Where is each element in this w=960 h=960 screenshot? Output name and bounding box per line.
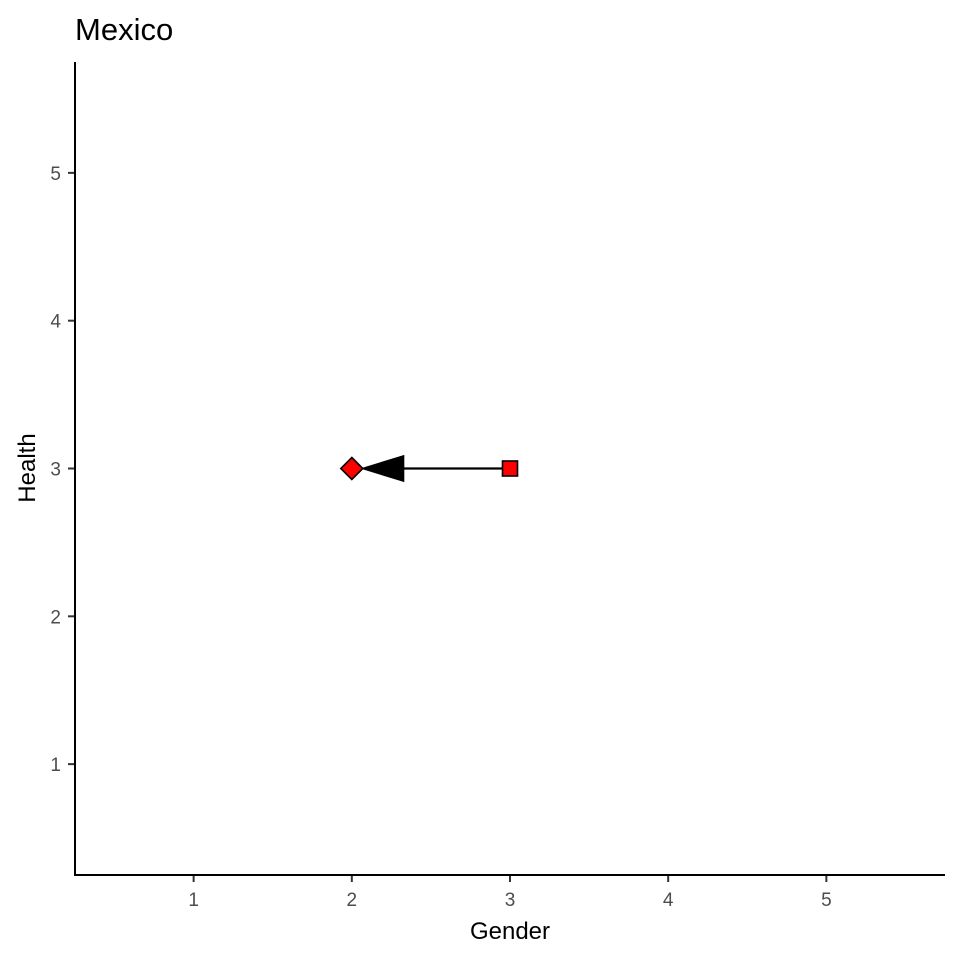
- points-layer: [339, 456, 519, 481]
- x-tick-label: 3: [505, 890, 516, 911]
- point-diamond: [339, 456, 364, 481]
- y-tick-label: 1: [50, 755, 61, 776]
- y-tick-label: 4: [50, 312, 61, 333]
- chart-title: Mexico: [75, 12, 173, 47]
- y-tick-label: 3: [50, 460, 61, 481]
- x-tick-label: 2: [347, 890, 358, 911]
- x-axis-ticks: 1 2 3 4 5: [188, 875, 832, 911]
- x-axis-label: Gender: [470, 918, 550, 945]
- y-tick-label: 5: [50, 164, 61, 185]
- x-tick-label: 4: [663, 890, 674, 911]
- y-tick-label: 2: [50, 607, 61, 628]
- point-square: [501, 460, 519, 477]
- y-axis-ticks: 1 2 3 4 5: [50, 164, 75, 776]
- x-tick-label: 1: [188, 890, 199, 911]
- x-tick-label: 5: [821, 890, 832, 911]
- arrow-head: [360, 454, 405, 483]
- arrows-layer: [360, 454, 510, 483]
- y-axis-label: Health: [14, 433, 41, 502]
